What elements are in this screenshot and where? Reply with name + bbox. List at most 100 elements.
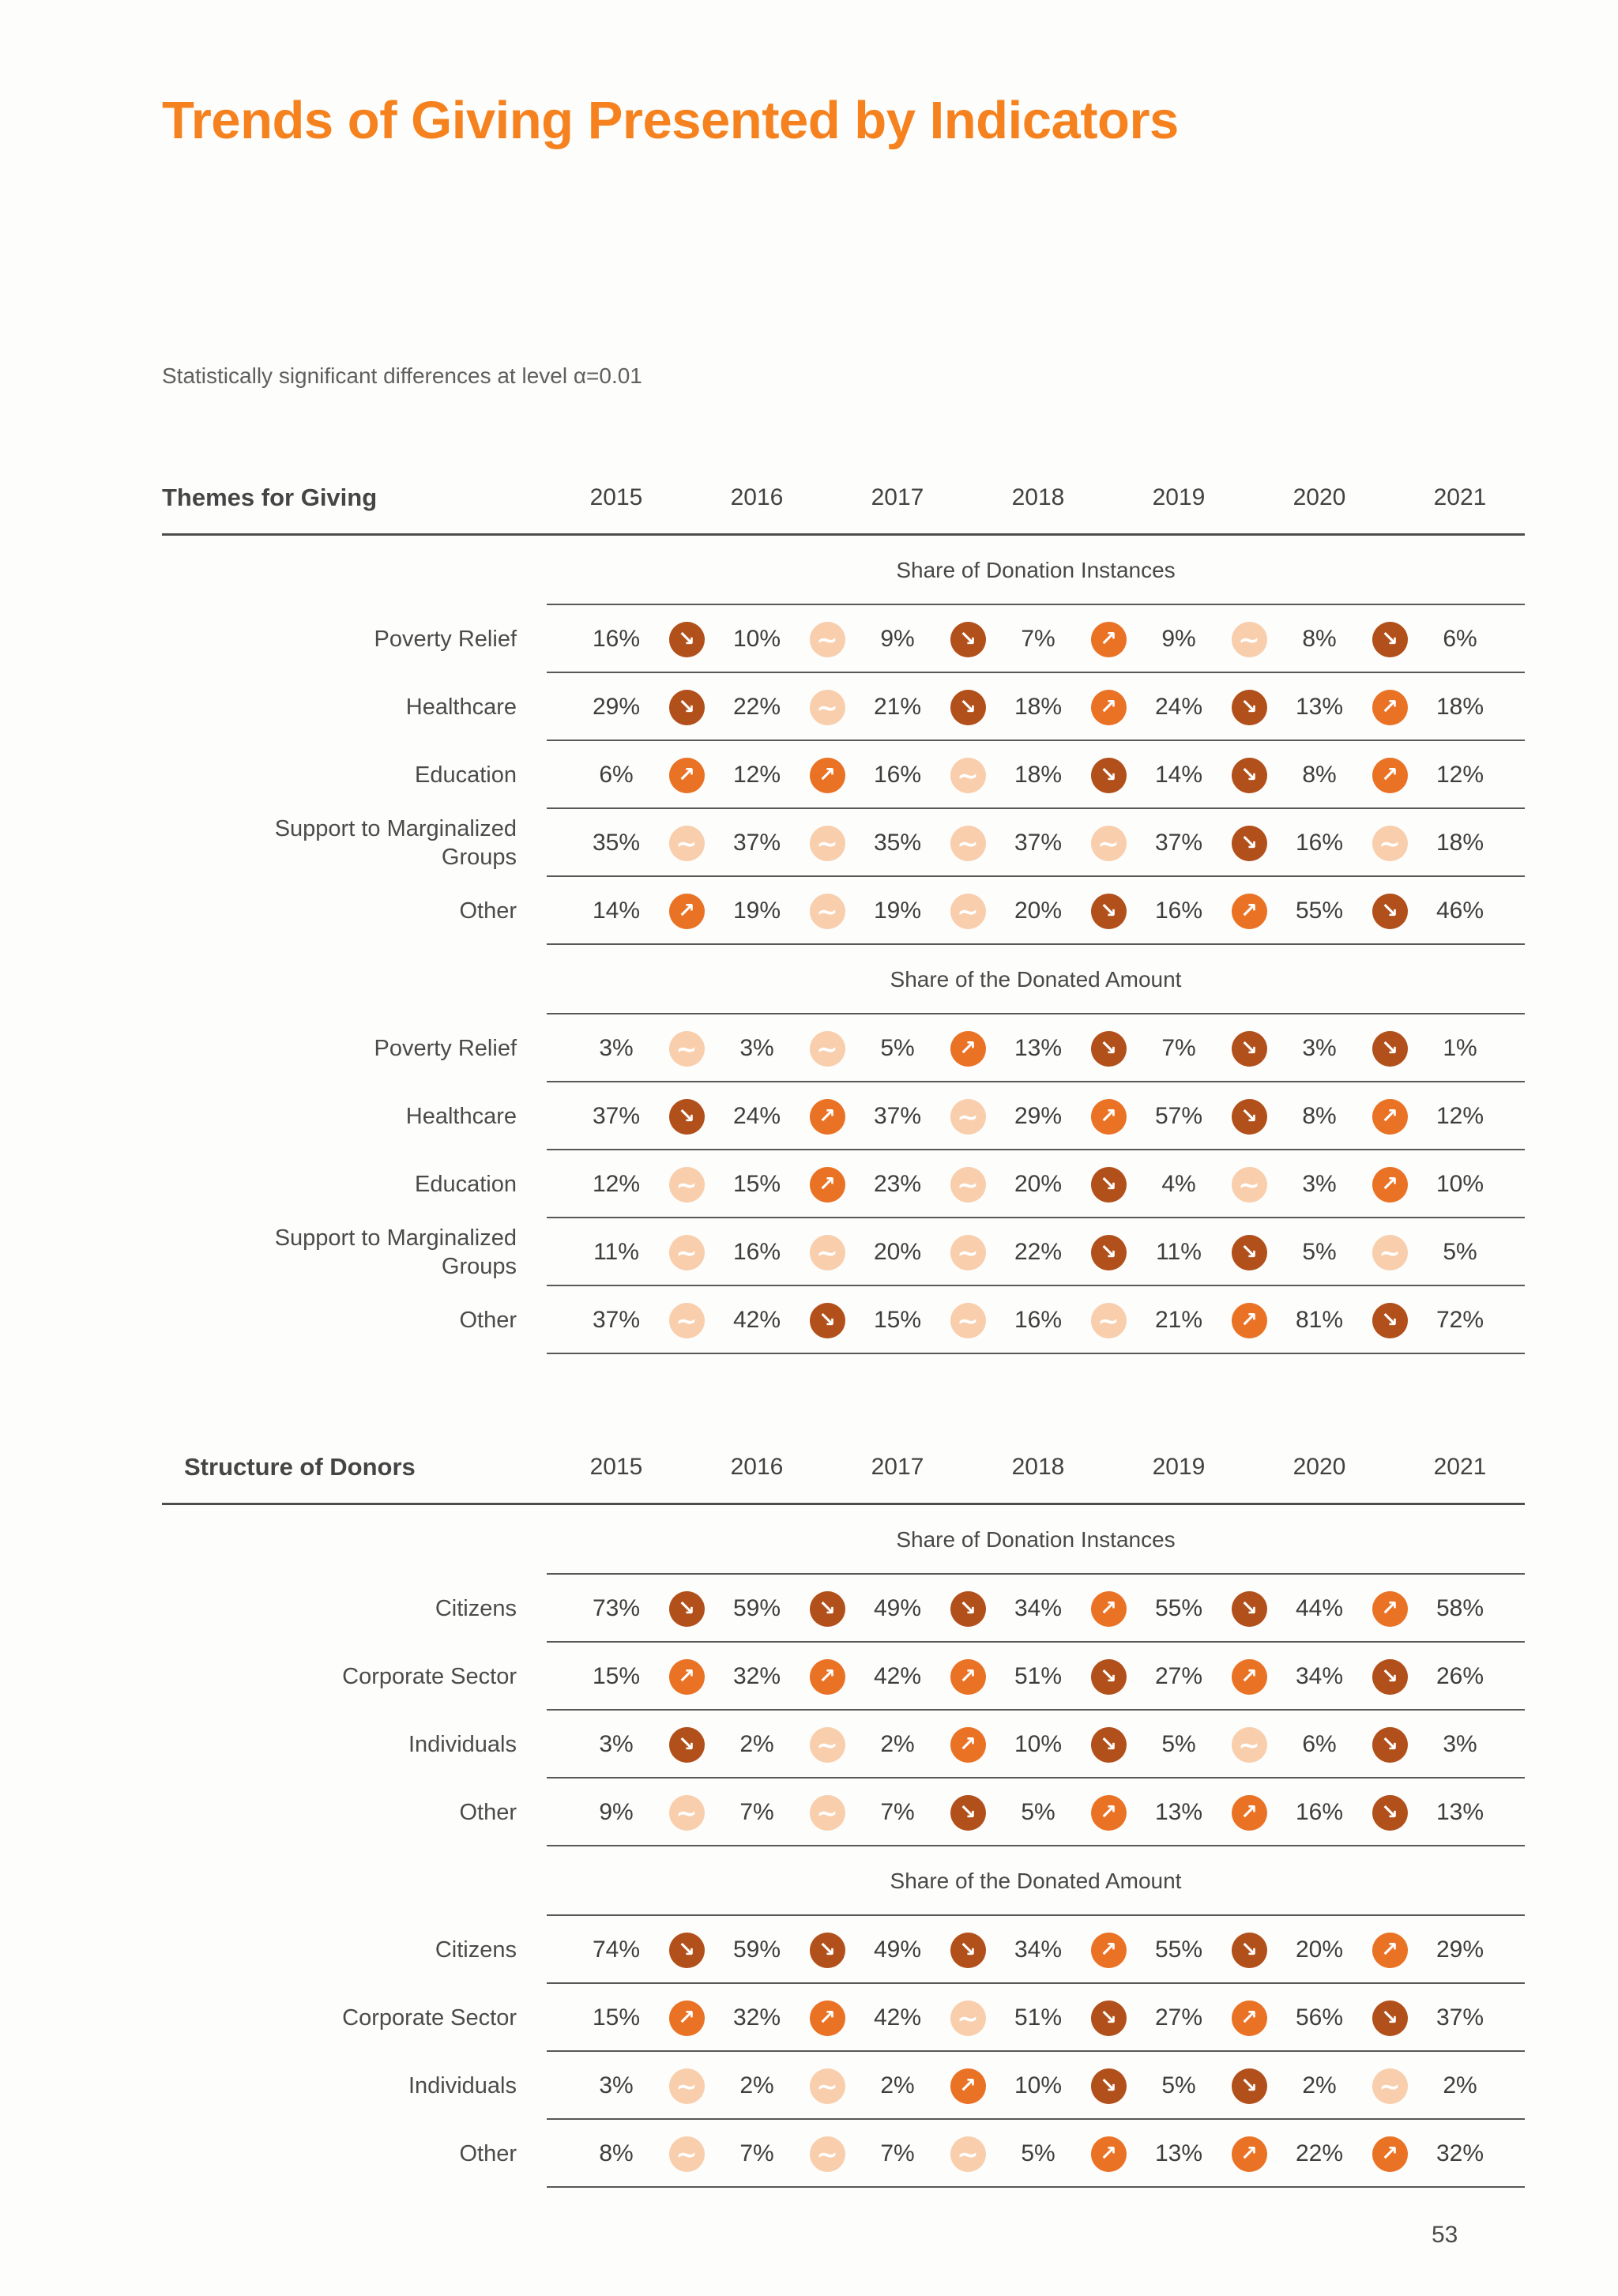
cell-value: 3% xyxy=(599,2072,634,2098)
cell-value: 72% xyxy=(1436,1307,1484,1333)
trend-no-change-icon: ∼ xyxy=(668,2136,705,2172)
table-title: Themes for Giving xyxy=(162,484,378,511)
cell-value: 18% xyxy=(1014,694,1063,720)
trend-cell: ∼ xyxy=(1223,1166,1275,1203)
trend-down-icon: ↘ xyxy=(1231,2068,1267,2104)
year-label: 2016 xyxy=(730,484,784,510)
cell-value: 51% xyxy=(1014,2004,1063,2031)
trend-cell: ↘ xyxy=(1082,2000,1134,2036)
trend-cell: ∼ xyxy=(801,1726,853,1763)
year-label: 2015 xyxy=(589,1454,643,1480)
trend-cell: ↗ xyxy=(801,1166,853,1203)
trend-cell: ↗ xyxy=(660,2000,713,2036)
cell-value: 35% xyxy=(873,830,922,856)
cell-value: 10% xyxy=(732,626,781,652)
cell-value: 29% xyxy=(1436,1937,1484,1963)
row-label: Other xyxy=(459,1307,517,1333)
table-row-education: Education 6% ↗ 12% ↗ 16% ∼ 18% ↘ 14% ↘ 8% ↗ 12% xyxy=(162,741,1525,809)
trend-cell: ∼ xyxy=(801,689,853,725)
trend-up-icon: ↗ xyxy=(1372,1590,1408,1627)
trend-cell: ∼ xyxy=(660,1166,713,1203)
table-row-poverty-relief: Poverty Relief 16% ↘ 10% ∼ 9% ↘ 7% ↗ 9% ∼ 8% ↘ 6% xyxy=(162,605,1525,673)
row-label: Citizens xyxy=(435,1595,517,1621)
cell-value: 12% xyxy=(1436,762,1484,788)
tables-container: Themes for Giving 2015 2016 2017 2018 2019 202… xyxy=(162,462,1525,2188)
cell-value: 16% xyxy=(1295,1799,1344,1825)
row-label: Support to Marginalized Groups xyxy=(274,815,517,870)
trend-cell: ↘ xyxy=(660,1590,713,1627)
trend-cell: ↘ xyxy=(660,1932,713,1968)
trend-no-change-icon: ∼ xyxy=(668,1794,705,1831)
table-row-healthcare: Healthcare 37% ↘ 24% ↗ 37% ∼ 29% ↗ 57% ↘ 8% ↗ 12% xyxy=(162,1082,1525,1150)
trend-down-icon: ↘ xyxy=(668,621,705,657)
trend-cell: ∼ xyxy=(801,893,853,929)
trend-down-icon: ↘ xyxy=(1090,2000,1127,2036)
trend-no-change-icon: ∼ xyxy=(1231,1166,1267,1203)
cell-value: 9% xyxy=(880,626,915,652)
table-row-corporate-sector: Corporate Sector 15% ↗ 32% ↗ 42% ↗ 51% ↘ 27% ↗ 34% ↘… xyxy=(162,1643,1525,1711)
cell-value: 7% xyxy=(880,1799,915,1825)
table-row-individuals: Individuals 3% ∼ 2% ∼ 2% ↗ 10% ↘ 5% ↘ 2% ∼ 2% xyxy=(162,2052,1525,2120)
trend-down-icon: ↘ xyxy=(1090,1234,1127,1270)
trend-cell: ↘ xyxy=(942,689,994,725)
year-label: 2015 xyxy=(589,484,643,510)
cell-value: 8% xyxy=(599,2140,634,2166)
trend-no-change-icon: ∼ xyxy=(950,893,986,929)
row-label: Poverty Relief xyxy=(374,1035,517,1061)
trend-cell: ∼ xyxy=(660,1234,713,1270)
cell-value: 59% xyxy=(732,1937,781,1963)
trend-cell: ↗ xyxy=(1223,1794,1275,1831)
trend-cell: ∼ xyxy=(1082,825,1134,861)
trend-cell: ↘ xyxy=(942,1590,994,1627)
trend-up-icon: ↗ xyxy=(1231,2000,1267,2036)
section-header-share-of-the-donated-amount: Share of the Donated Amount xyxy=(162,945,1525,1014)
row-label: Citizens xyxy=(435,1937,517,1963)
trend-no-change-icon: ∼ xyxy=(950,1166,986,1203)
table-structure-of-donors: Structure of Donors 2015 2016 2017 2018 2019 2… xyxy=(162,1432,1525,2188)
cell-value: 22% xyxy=(1295,2140,1344,2166)
trend-cell: ∼ xyxy=(660,1030,713,1067)
trend-cell: ↘ xyxy=(1364,621,1416,657)
table-themes-for-giving: Themes for Giving 2015 2016 2017 2018 2019 202… xyxy=(162,462,1525,1354)
cell-value: 2% xyxy=(880,2072,915,2098)
trend-cell: ↘ xyxy=(1223,1590,1275,1627)
cell-value: 81% xyxy=(1295,1307,1344,1333)
cell-value: 55% xyxy=(1154,1595,1203,1621)
trend-up-icon: ↗ xyxy=(668,1658,705,1695)
trend-cell: ↘ xyxy=(801,1932,853,1968)
trend-down-icon: ↘ xyxy=(809,1302,845,1338)
cell-value: 5% xyxy=(1302,1239,1337,1265)
row-label: Corporate Sector xyxy=(342,1663,517,1689)
cell-value: 59% xyxy=(732,1595,781,1621)
cell-value: 18% xyxy=(1436,694,1484,720)
cell-value: 58% xyxy=(1436,1595,1484,1621)
section-header-label: Share of Donation Instances xyxy=(896,558,1176,582)
cell-value: 2% xyxy=(1443,2072,1477,2098)
cell-value: 37% xyxy=(1436,2004,1484,2031)
cell-value: 16% xyxy=(1154,898,1203,924)
trend-down-icon: ↘ xyxy=(1372,1658,1408,1695)
trend-up-icon: ↗ xyxy=(668,893,705,929)
trend-cell: ↗ xyxy=(801,757,853,793)
trend-no-change-icon: ∼ xyxy=(668,1234,705,1270)
year-label: 2019 xyxy=(1152,484,1206,510)
trend-down-icon: ↘ xyxy=(1090,2068,1127,2104)
trend-cell: ↗ xyxy=(1082,1098,1134,1135)
cell-value: 5% xyxy=(1161,1731,1196,1757)
trend-cell: ↗ xyxy=(1364,1166,1416,1203)
trend-cell: ∼ xyxy=(801,1030,853,1067)
trend-cell: ↗ xyxy=(660,757,713,793)
trend-up-icon: ↗ xyxy=(1372,1166,1408,1203)
trend-no-change-icon: ∼ xyxy=(809,1234,845,1270)
trend-cell: ∼ xyxy=(660,1794,713,1831)
trend-up-icon: ↗ xyxy=(668,2000,705,2036)
trend-cell: ∼ xyxy=(1082,1302,1134,1338)
trend-down-icon: ↘ xyxy=(1231,825,1267,861)
trend-cell: ∼ xyxy=(942,893,994,929)
cell-value: 51% xyxy=(1014,1663,1063,1689)
cell-value: 3% xyxy=(599,1035,634,1061)
trend-no-change-icon: ∼ xyxy=(809,1030,845,1067)
year-label: 2021 xyxy=(1433,484,1487,510)
trend-cell: ↘ xyxy=(1223,1030,1275,1067)
trend-cell: ↗ xyxy=(801,1658,853,1695)
